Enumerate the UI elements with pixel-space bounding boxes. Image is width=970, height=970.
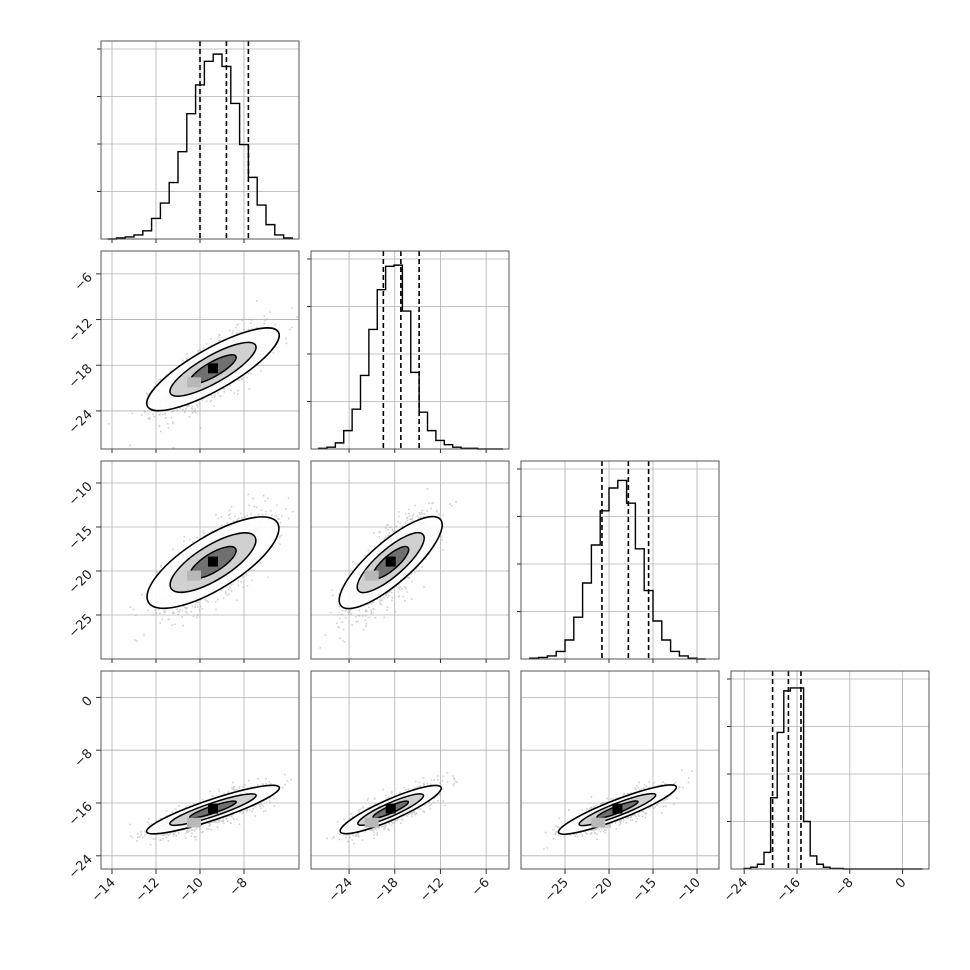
- x-tick-label: 0: [893, 875, 909, 891]
- x-tick-label: −16: [774, 875, 804, 905]
- y-tick-label: −6: [72, 270, 96, 294]
- y-tick-label: 0: [79, 694, 95, 710]
- x-tick-label: −20: [586, 875, 616, 905]
- density-cell: [364, 570, 379, 581]
- axes-frame: [520, 670, 720, 870]
- y-tick-label: −18: [66, 361, 96, 391]
- panel-content: [326, 772, 458, 845]
- axes-frame: [310, 460, 510, 660]
- panel-content: [543, 769, 693, 850]
- histogram-step: [743, 687, 923, 870]
- y-tick-label: −8: [72, 746, 96, 770]
- axes-frame: [310, 250, 510, 450]
- histogram-panel-3: [727, 670, 930, 870]
- density-cell: [364, 817, 379, 828]
- histogram-step: [317, 264, 503, 450]
- x-tick-label: −12: [417, 875, 447, 905]
- density-peak: [207, 556, 218, 567]
- y-tick-label: −25: [66, 611, 96, 641]
- density-cell: [186, 570, 201, 581]
- histogram-panel-2: [517, 460, 720, 660]
- axes-frame: [520, 460, 720, 660]
- panel-content: [129, 773, 292, 846]
- x-tick-label: −15: [630, 875, 660, 905]
- scatter-panel-2-1: [310, 460, 510, 660]
- x-tick-label: −10: [177, 875, 207, 905]
- x-tick-label: −18: [372, 875, 402, 905]
- panel-content: [129, 493, 294, 642]
- density-cell: [186, 377, 201, 388]
- density-peak: [207, 803, 218, 814]
- x-tick-label: −24: [721, 875, 751, 905]
- y-tick-label: −12: [66, 316, 96, 346]
- y-tick-label: −24: [66, 407, 96, 437]
- axes-frame: [730, 670, 930, 870]
- density-peak: [207, 363, 218, 374]
- y-tick-label: −20: [66, 567, 96, 597]
- x-tick-label: −10: [674, 875, 704, 905]
- x-tick-label: −8: [832, 875, 856, 899]
- density-cell: [591, 817, 606, 828]
- y-tick-label: −24: [66, 852, 96, 882]
- scatter-panel-1-0: [100, 250, 300, 450]
- x-tick-label: −8: [227, 875, 251, 899]
- density-peak: [385, 803, 396, 814]
- y-tick-label: −15: [66, 523, 96, 553]
- y-tick-label: −10: [66, 479, 96, 509]
- scatter-panel-3-2: [520, 670, 720, 870]
- y-tick-label: −16: [66, 799, 96, 829]
- scatter-panel-3-1: [310, 670, 510, 870]
- x-tick-label: −12: [133, 875, 163, 905]
- x-tick-label: −6: [469, 875, 493, 899]
- x-tick-label: −25: [542, 875, 572, 905]
- x-tick-label: −14: [89, 875, 119, 905]
- histogram-step: [529, 479, 706, 660]
- axes-frame: [310, 670, 510, 870]
- density-peak: [385, 556, 396, 567]
- histogram-step: [107, 53, 294, 240]
- scatter-panel-2-0: [100, 460, 300, 660]
- panel-content: [319, 488, 457, 649]
- density-peak: [612, 803, 623, 814]
- panel-content: [107, 300, 298, 449]
- scatter-panel-3-0: [100, 670, 300, 870]
- x-tick-label: −24: [326, 875, 356, 905]
- histogram-panel-1: [307, 250, 510, 450]
- histogram-panel-0: [97, 40, 300, 240]
- density-cell: [186, 817, 201, 828]
